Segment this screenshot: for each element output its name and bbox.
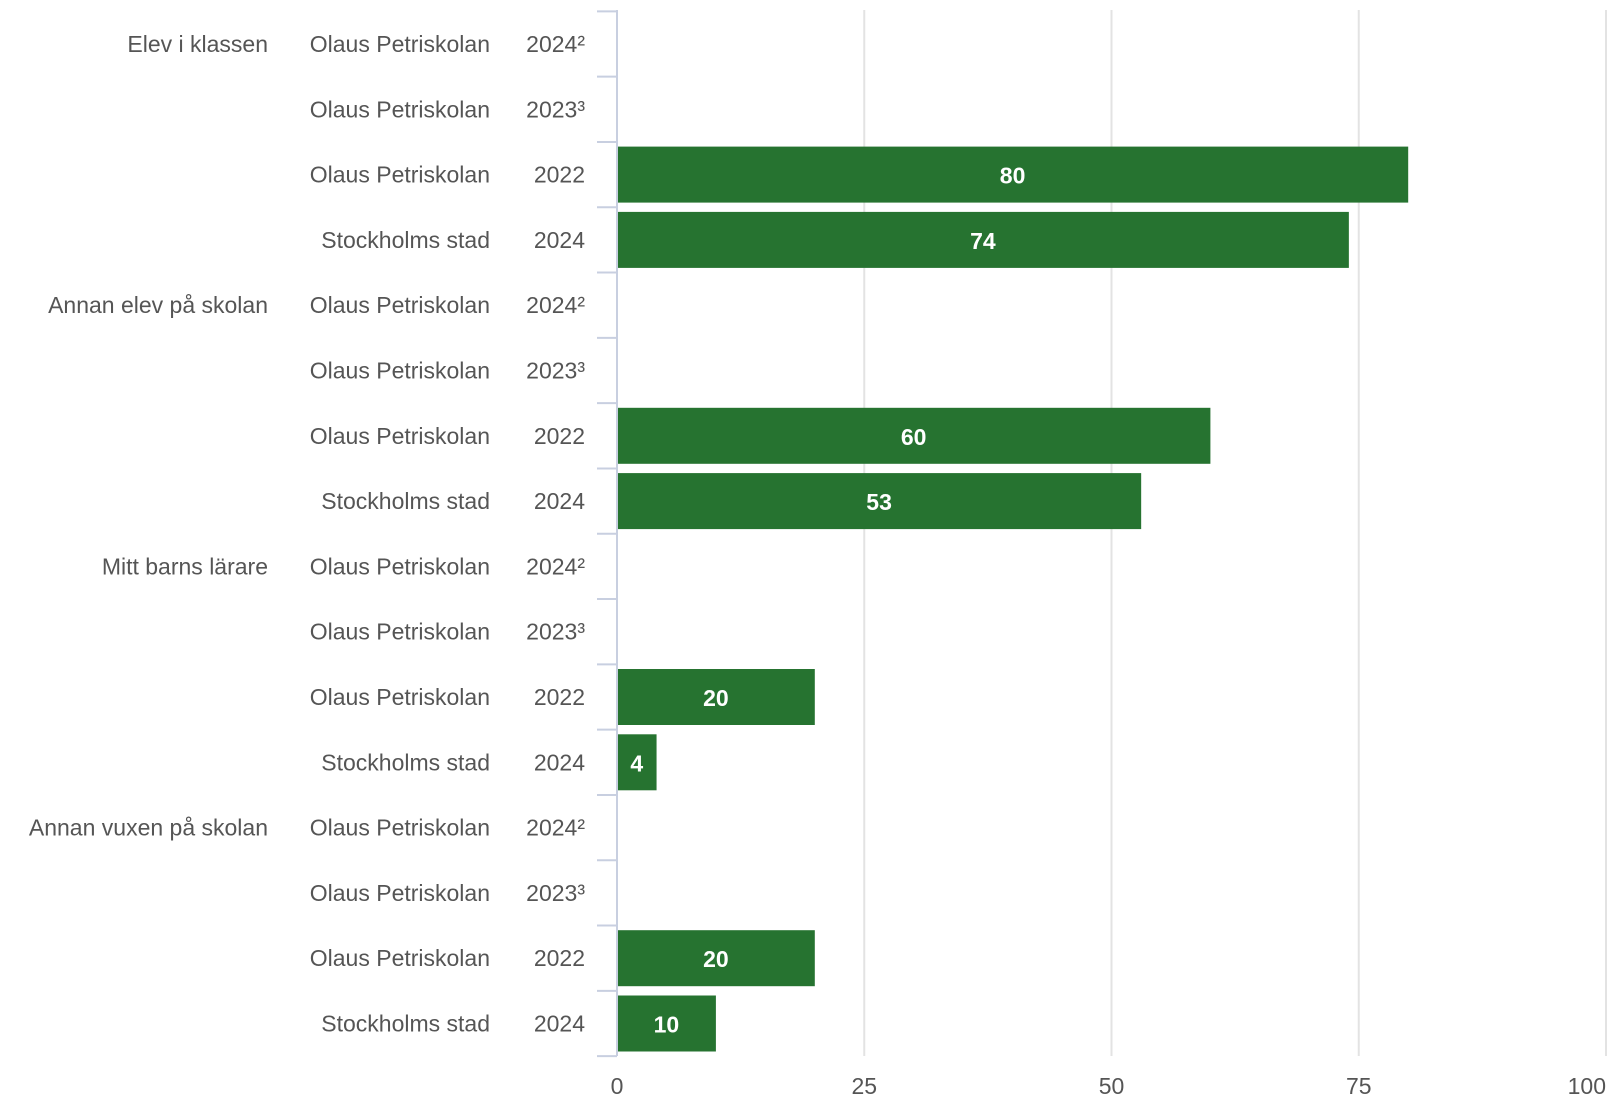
x-tick-label-50: 50 [1099, 1073, 1125, 1099]
data-label: 60 [901, 424, 927, 450]
bar [618, 734, 657, 791]
entity-label: Olaus Petriskolan [310, 31, 490, 57]
year-label: 2024 [534, 749, 585, 775]
year-label: 2022 [534, 423, 585, 449]
data-label: 53 [866, 489, 892, 515]
year-label: 2023³ [526, 880, 585, 906]
entity-label: Stockholms stad [321, 749, 490, 775]
year-label: 2024² [526, 815, 585, 841]
bar [618, 669, 815, 725]
x-tick-label-0: 0 [611, 1073, 624, 1099]
axis-layer: 0 25 50 75 100 [597, 10, 1606, 1099]
entity-label: Olaus Petriskolan [310, 423, 490, 449]
year-label: 2023³ [526, 619, 585, 645]
entity-label: Olaus Petriskolan [310, 945, 490, 971]
data-label: 10 [654, 1012, 680, 1038]
year-label: 2022 [534, 162, 585, 188]
entity-label: Olaus Petriskolan [310, 619, 490, 645]
entity-label: Olaus Petriskolan [310, 684, 490, 710]
bar [618, 146, 1409, 203]
label-layer: Elev i klassen Olaus Petriskolan 2024² Olau… [29, 31, 585, 1037]
entity-label: Olaus Petriskolan [310, 880, 490, 906]
group-label: Annan vuxen på skolan [29, 815, 268, 841]
data-label: 20 [703, 946, 729, 972]
year-label: 2023³ [526, 358, 585, 384]
data-label: 4 [630, 750, 643, 776]
data-label: 20 [703, 685, 729, 711]
year-label: 2024 [534, 1011, 585, 1037]
entity-label: Olaus Petriskolan [310, 358, 490, 384]
group-label: Mitt barns lärare [102, 553, 268, 579]
x-tick-label-75: 75 [1346, 1073, 1372, 1099]
entity-label: Stockholms stad [321, 1011, 490, 1037]
bar [618, 407, 1211, 464]
x-tick-label-25: 25 [851, 1073, 877, 1099]
entity-label: Olaus Petriskolan [310, 292, 490, 318]
entity-label: Olaus Petriskolan [310, 553, 490, 579]
entity-label: Stockholms stad [321, 227, 490, 253]
year-label: 2022 [534, 684, 585, 710]
group-label: Annan elev på skolan [48, 292, 268, 318]
bar-layer: 80 74 60 53 20 4 20 10 [618, 146, 1409, 1052]
bar [618, 995, 716, 1052]
year-label: 2022 [534, 945, 585, 971]
x-tick-label-100: 100 [1568, 1073, 1606, 1099]
bar [618, 930, 815, 987]
bar [618, 473, 1142, 530]
year-label: 2024² [526, 31, 585, 57]
entity-label: Olaus Petriskolan [310, 162, 490, 188]
bar [618, 211, 1349, 268]
year-label: 2023³ [526, 96, 585, 122]
year-label: 2024² [526, 292, 585, 318]
entity-label: Olaus Petriskolan [310, 96, 490, 122]
entity-label: Olaus Petriskolan [310, 815, 490, 841]
year-label: 2024 [534, 488, 585, 514]
year-label: 2024² [526, 553, 585, 579]
group-label: Elev i klassen [127, 31, 268, 57]
data-label: 80 [1000, 163, 1026, 189]
data-label: 74 [970, 228, 996, 254]
year-label: 2024 [534, 227, 585, 253]
entity-label: Stockholms stad [321, 488, 490, 514]
